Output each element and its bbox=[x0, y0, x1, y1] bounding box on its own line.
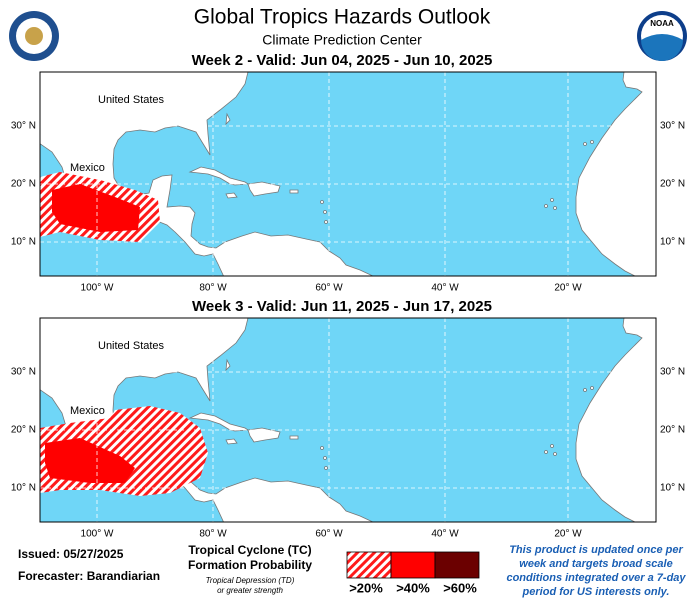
disclaimer-line: week and targets broad scale bbox=[519, 558, 672, 570]
legend: >20% >40% >60% bbox=[346, 551, 480, 595]
lon-label: 80° W bbox=[199, 283, 227, 294]
disclaimer-line: This product is updated once per bbox=[509, 544, 683, 556]
lat-label: 20° N bbox=[660, 425, 685, 436]
legend-note: Tropical Depression (TD) bbox=[206, 576, 295, 585]
legend-swatch bbox=[390, 551, 436, 579]
lon-label: 100° W bbox=[81, 283, 114, 294]
issued: Issued: 05/27/2025 bbox=[18, 547, 124, 561]
title: Global Tropics Hazards Outlook bbox=[194, 6, 491, 29]
legend-item: >20% bbox=[349, 580, 383, 595]
legend-swatch bbox=[346, 551, 392, 579]
lon-label: 80° W bbox=[199, 529, 227, 540]
legend-title: Tropical Cyclone (TC) bbox=[188, 543, 311, 557]
map-frame bbox=[39, 71, 657, 277]
lat-label: 30° N bbox=[660, 367, 685, 378]
lat-label: 10° N bbox=[660, 483, 685, 494]
map-title: Week 2 - Valid: Jun 04, 2025 - Jun 10, 2… bbox=[192, 52, 493, 69]
map-frame bbox=[39, 317, 657, 523]
lon-label: 20° W bbox=[554, 283, 582, 294]
maps: Week 2 - Valid: Jun 04, 2025 - Jun 10, 2… bbox=[11, 52, 685, 540]
legend-note: or greater strength bbox=[217, 586, 283, 595]
legend-item: >40% bbox=[396, 580, 430, 595]
country-label: Mexico bbox=[70, 162, 105, 174]
map-panel: United States Mexico 30° N 30° N 20° N 20° N 1… bbox=[11, 317, 685, 540]
lon-label: 20° W bbox=[554, 529, 582, 540]
lon-label: 40° W bbox=[431, 283, 459, 294]
lon-label: 60° W bbox=[315, 529, 343, 540]
lon-label: 60° W bbox=[315, 283, 343, 294]
disclaimer-line: period for US interests only. bbox=[522, 586, 670, 598]
lat-label: 30° N bbox=[11, 367, 36, 378]
legend-title: Formation Probability bbox=[188, 558, 312, 572]
doc-logo bbox=[9, 11, 59, 61]
lat-label: 20° N bbox=[660, 179, 685, 190]
legend-item: >60% bbox=[443, 580, 477, 595]
lat-label: 20° N bbox=[11, 179, 36, 190]
noaa-logo: NOAA bbox=[637, 11, 687, 61]
logo-text: NOAA bbox=[650, 19, 674, 28]
lat-label: 30° N bbox=[11, 121, 36, 132]
subtitle: Climate Prediction Center bbox=[262, 32, 422, 48]
country-label: United States bbox=[98, 340, 165, 352]
forecaster: Forecaster: Barandiarian bbox=[18, 569, 160, 583]
lon-label: 40° W bbox=[431, 529, 459, 540]
lat-label: 10° N bbox=[660, 237, 685, 248]
lat-label: 10° N bbox=[11, 483, 36, 494]
disclaimer-line: conditions integrated over a 7-day bbox=[506, 572, 686, 584]
disclaimer: This product is updated once per week an… bbox=[506, 544, 686, 598]
country-label: Mexico bbox=[70, 405, 105, 417]
map-panel: United States Mexico 30° N 30° N 20° N 20° N 1… bbox=[11, 71, 685, 294]
country-label: United States bbox=[98, 94, 165, 106]
lat-label: 10° N bbox=[11, 237, 36, 248]
lat-label: 20° N bbox=[11, 425, 36, 436]
lat-label: 30° N bbox=[660, 121, 685, 132]
lon-label: 100° W bbox=[81, 529, 114, 540]
map-title: Week 3 - Valid: Jun 11, 2025 - Jun 17, 2… bbox=[192, 298, 492, 315]
legend-swatch bbox=[434, 551, 480, 579]
